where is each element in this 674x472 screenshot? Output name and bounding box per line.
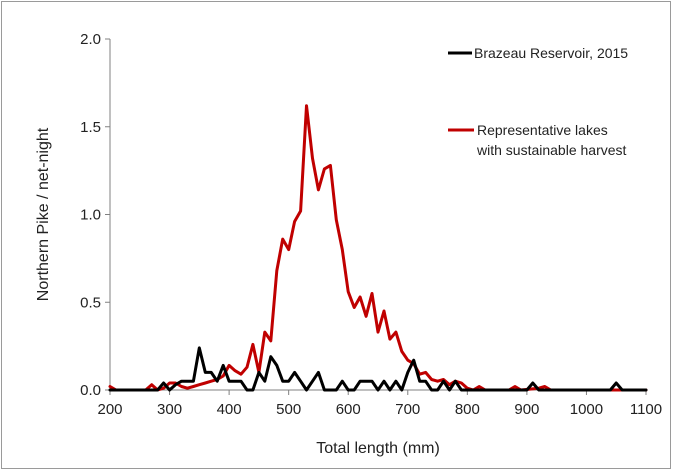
- axes: 0.0 0.5 1.0 1.5 2.0 200 300 400 500 600 700 800 900 1…: [80, 31, 662, 418]
- series-line-0: [108, 346, 648, 392]
- y-axis-label: Northern Pike / net-night: [35, 127, 52, 301]
- legend-label-brazeau: Brazeau Reservoir, 2015: [474, 45, 628, 61]
- x-tick-label: 600: [336, 401, 361, 418]
- x-tick-label: 200: [97, 401, 122, 418]
- legend: Brazeau Reservoir, 2015 Representative la…: [448, 45, 628, 158]
- x-tick-label: 1100: [630, 401, 662, 418]
- y-tick-label: 2.0: [80, 31, 101, 48]
- series-layer: [108, 104, 648, 392]
- y-tick-label: 1.5: [80, 119, 101, 136]
- x-tick-label: 800: [455, 401, 480, 418]
- legend-label-representative-line1: Representative lakes: [477, 122, 608, 138]
- x-tick-label: 700: [395, 401, 420, 418]
- x-tick-label: 400: [217, 401, 242, 418]
- series-line-1: [108, 104, 648, 392]
- y-tick-label: 0.0: [80, 382, 101, 399]
- x-tick-label: 300: [157, 401, 182, 418]
- y-tick-label: 1.0: [80, 207, 101, 224]
- x-tick-label: 500: [276, 401, 301, 418]
- x-axis-label: Total length (mm): [316, 440, 440, 457]
- y-tick-label: 0.5: [80, 294, 101, 311]
- x-tick-label: 1000: [570, 401, 603, 418]
- x-tick-label: 900: [514, 401, 539, 418]
- legend-label-representative-line2: with sustainable harvest: [476, 142, 627, 158]
